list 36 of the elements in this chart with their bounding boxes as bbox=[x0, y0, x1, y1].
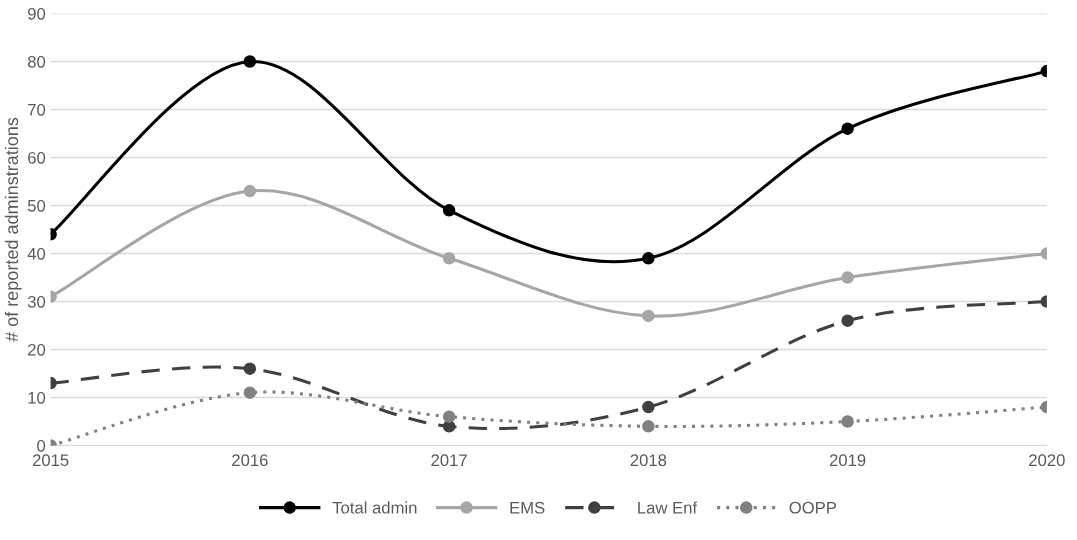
x-tick-label: 2020 bbox=[1029, 454, 1065, 467]
x-tick-label: 2015 bbox=[32, 454, 69, 467]
point bbox=[841, 271, 854, 284]
y-tick-label: 50 bbox=[27, 199, 46, 212]
x-tick-label: 2016 bbox=[232, 454, 268, 467]
legend-label: OOPP bbox=[789, 501, 837, 514]
y-tick-label: 80 bbox=[27, 55, 46, 68]
point bbox=[642, 420, 655, 433]
y-tick-label: 70 bbox=[28, 103, 46, 116]
point bbox=[642, 400, 655, 414]
point bbox=[442, 252, 456, 265]
legend-label: EMS bbox=[510, 501, 545, 514]
x-tick-label: 2017 bbox=[431, 454, 467, 467]
x-tick-label: 2019 bbox=[829, 454, 866, 467]
point bbox=[243, 55, 257, 68]
point bbox=[841, 314, 854, 327]
y-tick-label: 10 bbox=[28, 391, 46, 404]
x-tick-label: 2018 bbox=[630, 454, 667, 467]
point bbox=[642, 252, 655, 265]
legend-label: Total admin bbox=[332, 501, 417, 514]
point bbox=[243, 362, 257, 375]
legend-label: Law Enf bbox=[638, 501, 698, 514]
y-tick-label: 20 bbox=[28, 343, 46, 356]
point bbox=[442, 204, 456, 217]
point bbox=[243, 184, 257, 198]
y-tick-label: 0 bbox=[37, 439, 46, 452]
point bbox=[841, 122, 854, 135]
point bbox=[243, 386, 257, 399]
y-tick-label: 60 bbox=[28, 151, 46, 164]
y-tick-label: 40 bbox=[27, 247, 46, 260]
y-tick-label: 90 bbox=[28, 7, 46, 20]
point bbox=[841, 415, 854, 428]
y-tick-label: 30 bbox=[27, 295, 46, 308]
point bbox=[642, 309, 655, 323]
y-axis-title: # of reported adminstrations bbox=[4, 117, 22, 342]
point bbox=[442, 410, 456, 423]
